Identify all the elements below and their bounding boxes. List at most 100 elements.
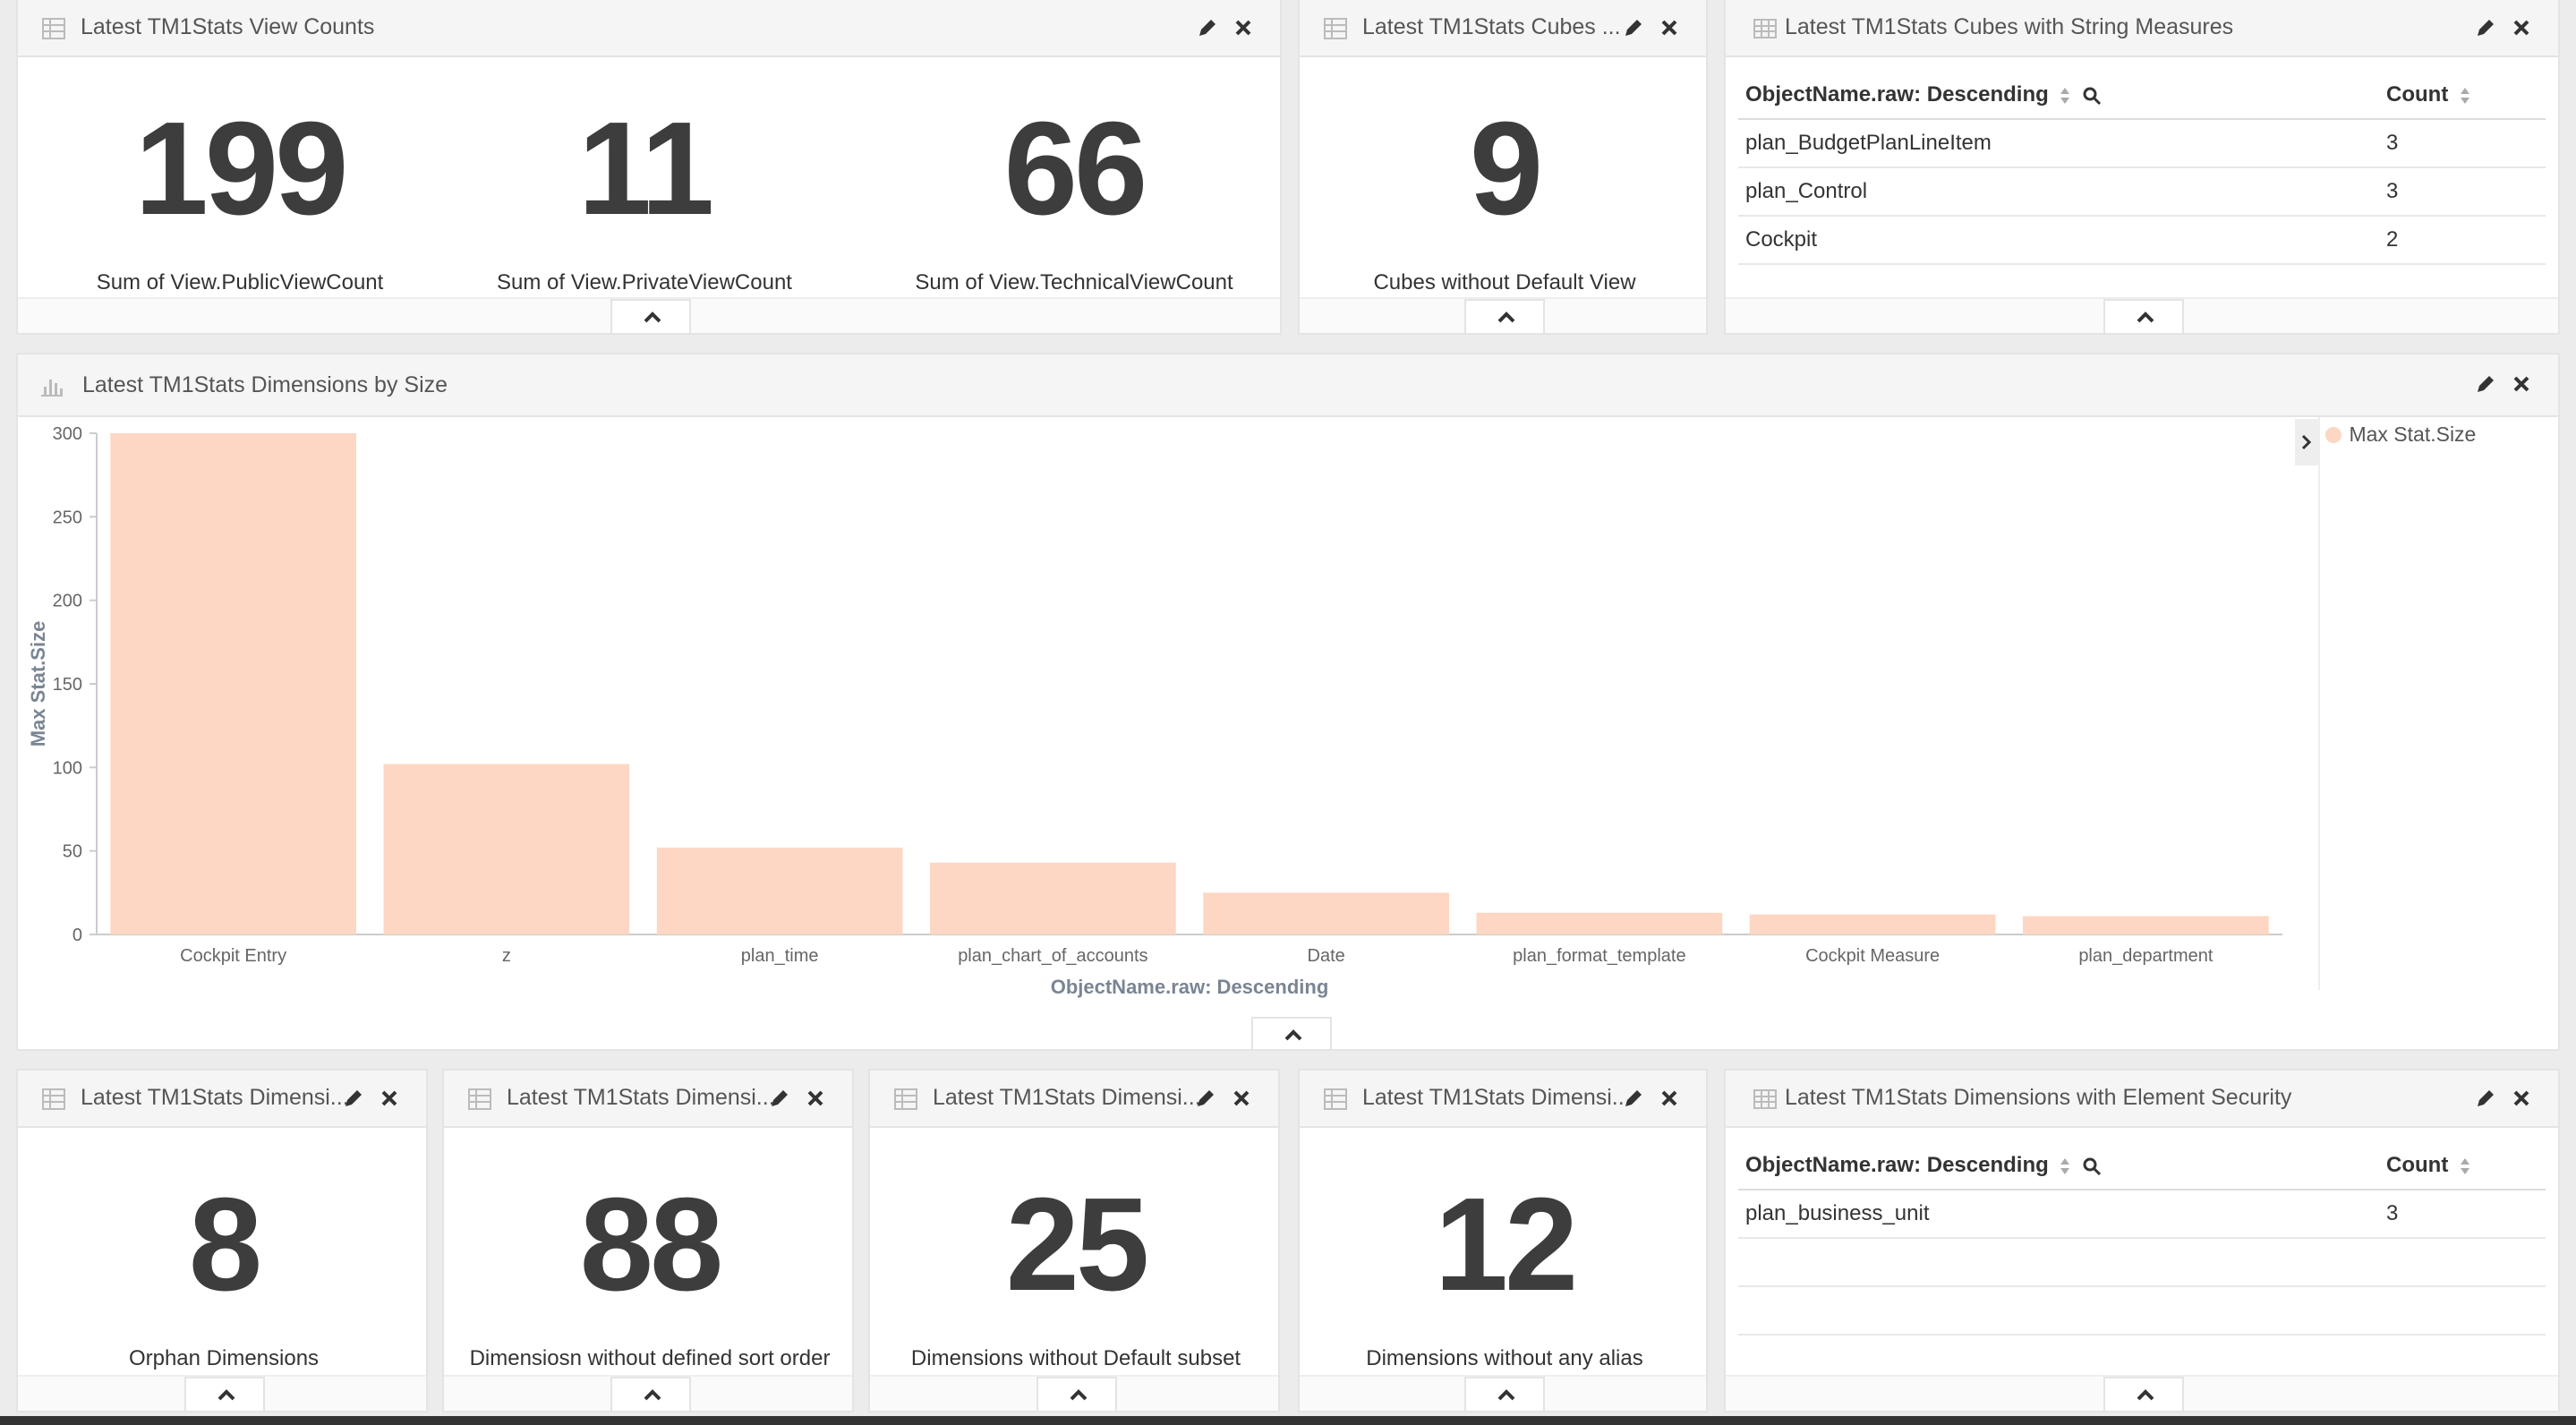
cell-name: plan_business_unit bbox=[1738, 1190, 2379, 1239]
collapse-button[interactable] bbox=[610, 1377, 691, 1411]
bar[interactable] bbox=[1749, 914, 1996, 934]
y-tick-label: 100 bbox=[53, 758, 82, 778]
table-row[interactable]: plan_Control 3 bbox=[1738, 167, 2546, 217]
pencil-icon[interactable] bbox=[1196, 16, 1219, 39]
metric-value: 8 bbox=[188, 1171, 262, 1318]
collapse-button[interactable] bbox=[2103, 299, 2184, 333]
legend-label[interactable]: Max Stat.Size bbox=[2349, 422, 2477, 446]
panel-title: Latest TM1Stats Dimensions by Size bbox=[82, 372, 448, 397]
bar[interactable] bbox=[1476, 912, 1723, 934]
chevron-up-icon bbox=[2137, 1389, 2154, 1401]
panel-dimensions-by-size: Latest TM1Stats Dimensions by Size 0 50 10… bbox=[16, 353, 2560, 1051]
metric-label: Dimensions without Default subset bbox=[910, 1346, 1241, 1370]
collapse-button[interactable] bbox=[1036, 1377, 1117, 1411]
pencil-icon[interactable] bbox=[2474, 372, 2497, 396]
pencil-icon[interactable] bbox=[2474, 16, 2497, 39]
table-icon bbox=[468, 1088, 491, 1110]
panel-title: Latest TM1Stats Cubes with String Measur… bbox=[1785, 14, 2234, 39]
metric-label: Dimensiosn without defined sort order bbox=[469, 1346, 831, 1370]
collapse-button[interactable] bbox=[184, 1377, 265, 1411]
sort-icon[interactable] bbox=[2460, 1156, 2470, 1176]
cell-count: 2 bbox=[2379, 216, 2546, 265]
sort-icon[interactable] bbox=[2060, 86, 2070, 106]
bar[interactable] bbox=[930, 862, 1176, 934]
close-icon[interactable] bbox=[1658, 1087, 1681, 1110]
x-tick-label: Cockpit Measure bbox=[1805, 946, 1940, 966]
panel-header: Latest TM1Stats Dimensions by Size bbox=[18, 354, 2558, 417]
pencil-icon[interactable] bbox=[768, 1087, 791, 1110]
sort-icon[interactable] bbox=[2460, 86, 2470, 106]
collapse-button[interactable] bbox=[1251, 1017, 1332, 1049]
table-icon bbox=[1753, 1089, 1777, 1109]
chevron-up-icon bbox=[1070, 1389, 1088, 1401]
bar[interactable] bbox=[656, 847, 903, 934]
column-header-count[interactable]: Count bbox=[2379, 72, 2546, 120]
legend-toggle-button[interactable] bbox=[2295, 419, 2318, 465]
panel-header: Latest TM1Stats Dimensi... bbox=[1300, 1071, 1706, 1128]
legend-swatch bbox=[2325, 426, 2341, 443]
sort-icon[interactable] bbox=[2060, 1156, 2070, 1176]
pencil-icon[interactable] bbox=[1622, 1087, 1645, 1110]
search-icon[interactable] bbox=[2082, 1156, 2102, 1176]
column-header-name[interactable]: ObjectName.raw: Descending bbox=[1738, 72, 2379, 120]
search-icon[interactable] bbox=[2082, 86, 2102, 106]
cell-count: 3 bbox=[2379, 1190, 2546, 1239]
bar[interactable] bbox=[2023, 916, 2269, 934]
cell-count: 3 bbox=[2379, 119, 2546, 168]
collapse-button[interactable] bbox=[610, 299, 691, 333]
table-row[interactable]: plan_business_unit 3 bbox=[1738, 1190, 2546, 1239]
table-header-row: ObjectName.raw: Descending Count bbox=[1738, 72, 2546, 120]
panel-no-alias: Latest TM1Stats Dimensi... 12 Dimensions… bbox=[1298, 1069, 1708, 1412]
cell-empty bbox=[2379, 1286, 2546, 1335]
table-icon bbox=[42, 1088, 65, 1110]
bar[interactable] bbox=[383, 764, 630, 934]
metric-label: Orphan Dimensions bbox=[128, 1346, 320, 1370]
collapse-button[interactable] bbox=[1464, 299, 1545, 333]
close-icon[interactable] bbox=[2510, 16, 2533, 39]
table-row[interactable]: plan_BudgetPlanLineItem 3 bbox=[1738, 119, 2546, 168]
close-icon[interactable] bbox=[378, 1087, 401, 1110]
panel-header: Latest TM1Stats View Counts bbox=[18, 0, 1280, 57]
close-icon[interactable] bbox=[1658, 16, 1681, 39]
metric-no-alias: 12 Dimensions without any alias bbox=[1300, 1178, 1710, 1371]
bar[interactable] bbox=[110, 433, 356, 934]
y-tick-label: 250 bbox=[53, 508, 82, 527]
close-icon[interactable] bbox=[2510, 372, 2533, 396]
x-tick-label: plan_chart_of_accounts bbox=[958, 946, 1147, 966]
y-tick-label: 200 bbox=[53, 592, 82, 611]
metric-value: 25 bbox=[1005, 1171, 1150, 1318]
bar[interactable] bbox=[1203, 892, 1449, 934]
cell-empty bbox=[1738, 1286, 2379, 1335]
pencil-icon[interactable] bbox=[1622, 16, 1645, 39]
data-table: ObjectName.raw: Descending Count plan_Bu… bbox=[1738, 72, 2546, 265]
x-tick-label: plan_format_template bbox=[1513, 946, 1685, 966]
table-icon bbox=[1753, 19, 1777, 38]
x-tick-label: plan_department bbox=[2078, 946, 2213, 966]
pencil-icon[interactable] bbox=[2474, 1087, 2497, 1110]
table-row[interactable]: Cockpit 2 bbox=[1738, 216, 2546, 265]
column-header-name[interactable]: ObjectName.raw: Descending bbox=[1738, 1142, 2379, 1190]
x-tick-label: Cockpit Entry bbox=[180, 946, 286, 966]
panel-title: Latest TM1Stats Cubes ... bbox=[1362, 14, 1621, 39]
close-icon[interactable] bbox=[1230, 1087, 1253, 1110]
table-icon bbox=[42, 18, 65, 39]
window-bottom-edge bbox=[0, 1416, 2576, 1425]
collapse-button[interactable] bbox=[1464, 1377, 1545, 1411]
y-axis-title: Max Stat.Size bbox=[27, 621, 49, 747]
metric-label: Sum of View.PrivateViewCount bbox=[497, 270, 792, 294]
close-icon[interactable] bbox=[1232, 16, 1255, 39]
panel-title: Latest TM1Stats Dimensi... bbox=[1362, 1085, 1631, 1110]
pencil-icon[interactable] bbox=[342, 1087, 365, 1110]
x-tick-label: z bbox=[502, 946, 511, 966]
bar-chart: 0 50 100 150 200 250 300 Cockpit Entry z plan_tim… bbox=[27, 424, 2282, 998]
panel-element-security: Latest TM1Stats Dimensions with Element … bbox=[1724, 1069, 2560, 1412]
panel-cubes-string-measures: Latest TM1Stats Cubes with String Measur… bbox=[1724, 0, 2560, 335]
panel-no-sort-order: Latest TM1Stats Dimensi... 88 Dimensiosn… bbox=[442, 1069, 854, 1412]
column-header-count[interactable]: Count bbox=[2379, 1142, 2546, 1190]
close-icon[interactable] bbox=[804, 1087, 827, 1110]
collapse-button[interactable] bbox=[2103, 1377, 2184, 1411]
legend-divider bbox=[2318, 417, 2320, 990]
close-icon[interactable] bbox=[2510, 1087, 2533, 1110]
table-icon bbox=[1324, 1088, 1347, 1110]
pencil-icon[interactable] bbox=[1194, 1087, 1217, 1110]
